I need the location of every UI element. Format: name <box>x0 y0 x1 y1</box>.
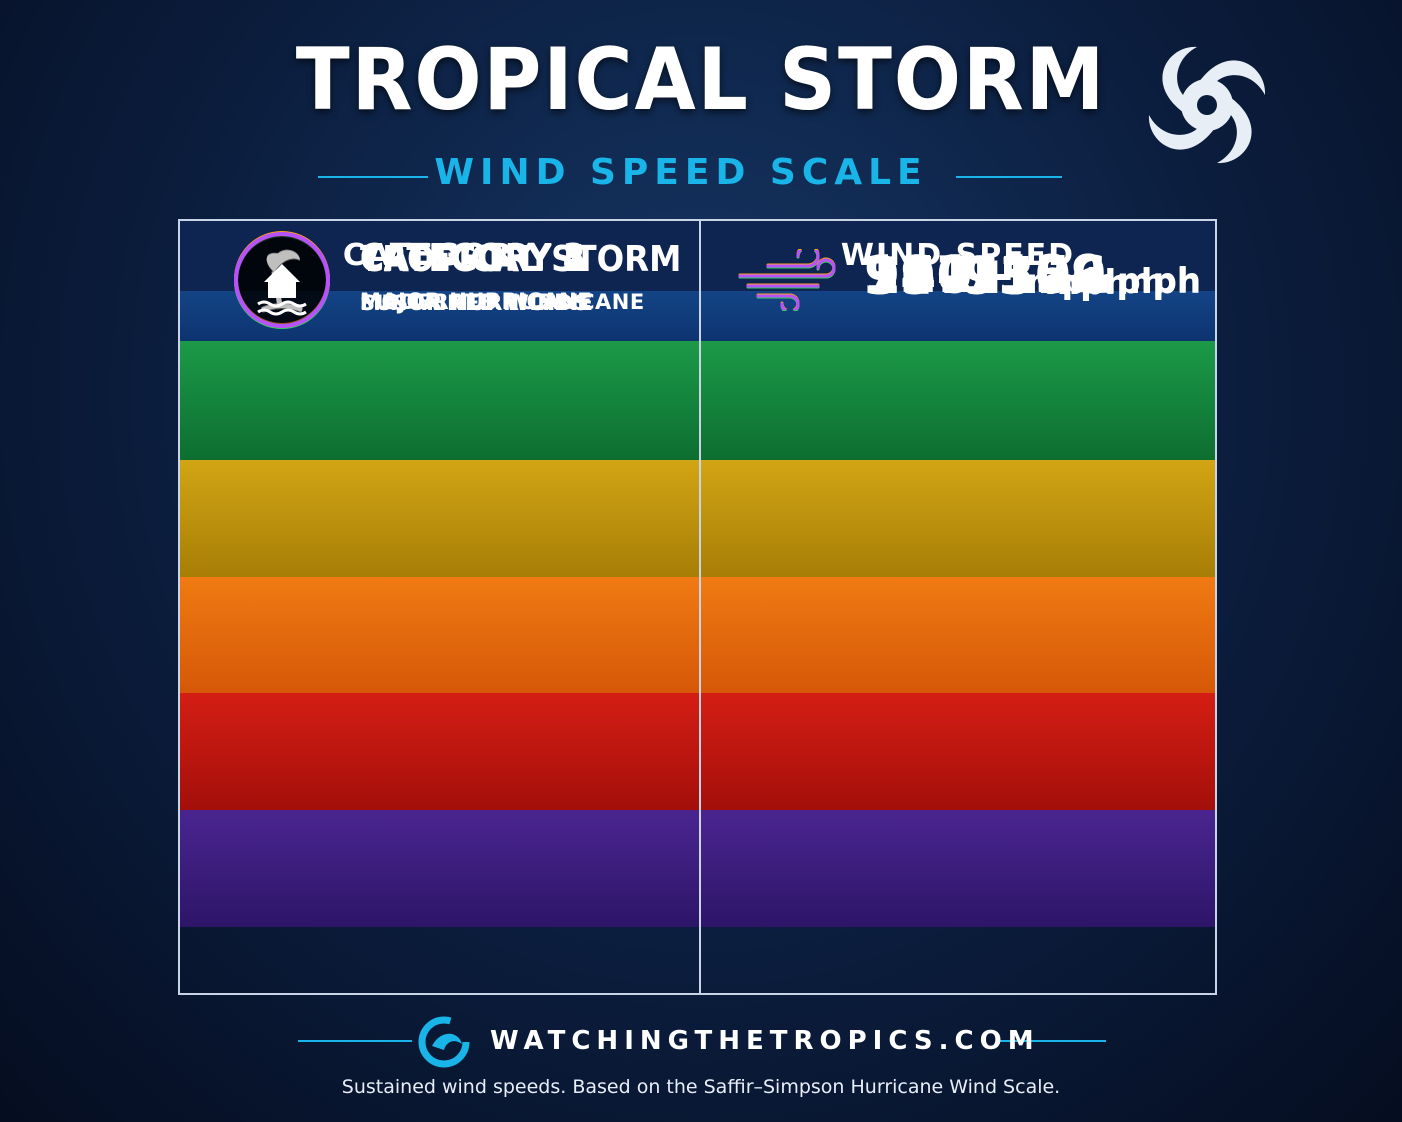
speed-value: 96–110 <box>864 245 1071 306</box>
category-description: MAJOR HURRICANE <box>360 289 593 313</box>
category-name: CATEGORY 1 <box>360 238 586 280</box>
note: Sustained wind speeds. Based on the Saff… <box>341 1076 1061 1098</box>
speed-unit: mph <box>1044 263 1129 303</box>
category-description: MODERATE HURRICANE <box>360 289 645 314</box>
title: TROPICAL STORM <box>295 30 1107 130</box>
table: CATEGORY WIND SPEED TROPICAL STORM SUSTAI… <box>178 219 1217 995</box>
storm-icon <box>1148 46 1266 164</box>
rule <box>298 1040 412 1042</box>
speed-unit: mph <box>1044 262 1129 303</box>
speed-unit: mph <box>1080 261 1165 302</box>
wind-speed: 96–110 mph <box>864 246 1165 306</box>
category-description: SUSTAINED WINDS <box>360 291 590 315</box>
table-row: CATEGORY 5 MAJOR HURRICANE 157+ mph <box>180 221 1215 993</box>
subtitle: WIND SPEED SCALE <box>434 152 928 193</box>
speed-unit: mph <box>1026 261 1111 302</box>
category-description: MAJOR HURRICANE <box>360 289 593 314</box>
rule <box>956 176 1062 178</box>
column-header: CATEGORY <box>180 221 701 291</box>
divider <box>699 221 701 993</box>
category-name: CATEGORY 2 <box>360 237 586 279</box>
table-row: CATEGORY 2 MODERATE HURRICANE 96–110 mph <box>180 221 1215 993</box>
category-description: MAJOR HURRICANE <box>360 289 593 314</box>
wind-speed: 157+ mph <box>864 246 1110 306</box>
site-logo <box>418 1016 470 1068</box>
rule <box>318 176 428 178</box>
speed-value: 111–129 <box>864 245 1108 305</box>
category-name: TROPICAL STORM <box>360 239 682 280</box>
category-name: CATEGORY 3 <box>360 237 586 278</box>
category-name: CATEGORY 5 <box>360 237 586 279</box>
column-header: WIND SPEED <box>701 221 1215 291</box>
category-icon <box>234 231 330 328</box>
category-description: MINOR HURRICANE <box>360 290 594 315</box>
speed-value: 157+ <box>864 245 1017 306</box>
wind-icon <box>738 249 836 310</box>
category-name: CATEGORY 4 <box>360 237 586 279</box>
wind-speed: 111–129 mph <box>864 245 1201 305</box>
table-row: CATEGORY 1 MINOR HURRICANE 74–95 mph <box>180 221 1215 993</box>
rule <box>1000 1040 1106 1042</box>
speed-value: 130–156 <box>864 245 1108 306</box>
speed-value: 74–95 <box>864 246 1035 307</box>
speed-unit: mph <box>1117 261 1202 302</box>
table-row: CATEGORY 3 MAJOR HURRICANE 111–129 mph <box>180 221 1215 993</box>
speed-unit: mph <box>1117 261 1202 301</box>
site: WATCHINGTHETROPICS.COM <box>490 1026 1040 1056</box>
speed-value: 39–73 <box>864 247 1035 307</box>
wind-speed: 74–95 mph <box>864 247 1129 307</box>
wind-speed: 130–156 mph <box>864 246 1201 306</box>
wind-speed: 39–73 mph <box>864 247 1129 307</box>
table-row: CATEGORY 4 MAJOR HURRICANE 130–156 mph <box>180 221 1215 993</box>
